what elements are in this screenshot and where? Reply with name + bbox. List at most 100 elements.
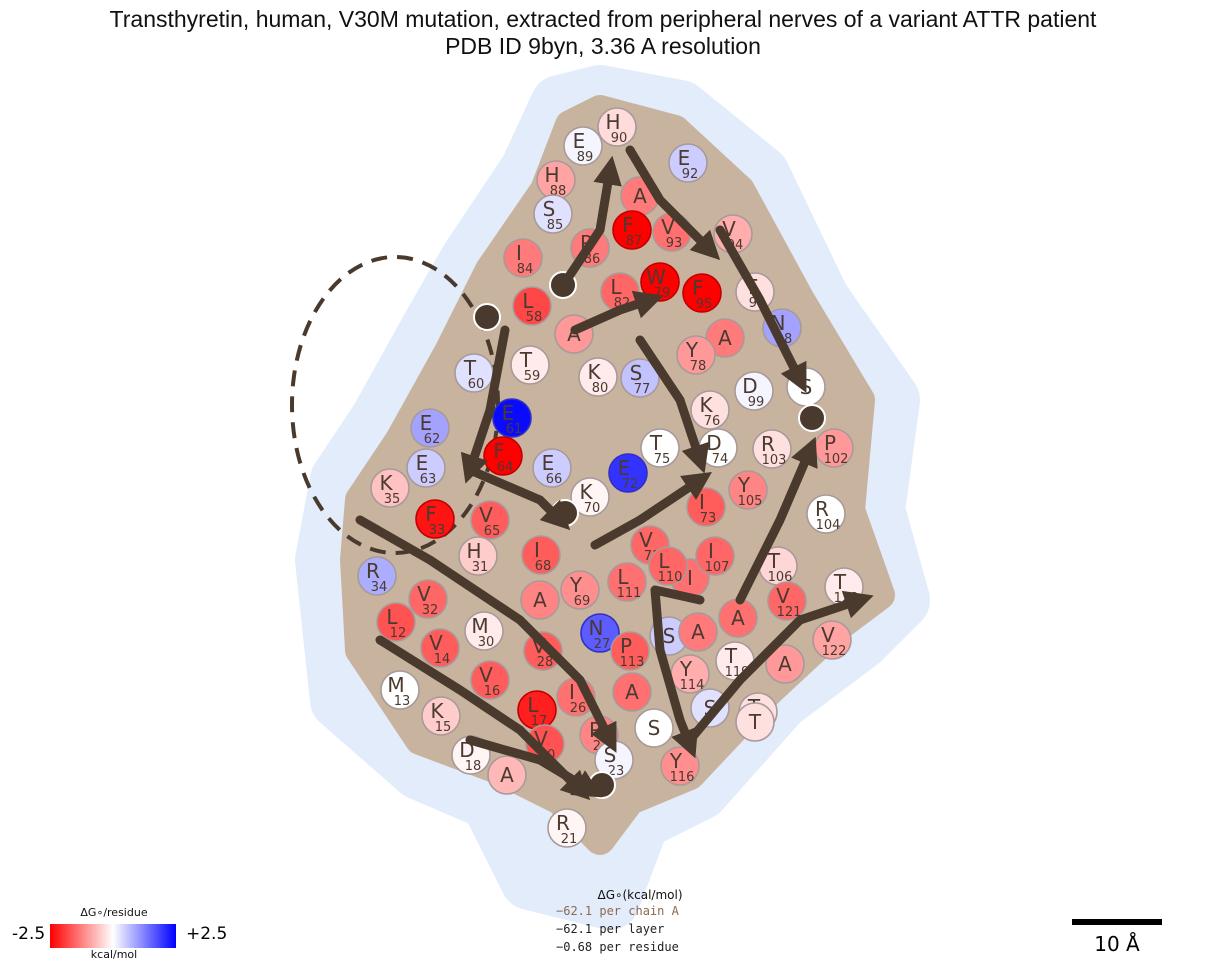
residue-number: 16: [484, 684, 501, 699]
residue-letter: W: [646, 265, 666, 289]
figure-title: Transthyretin, human, V30M mutation, ext…: [109, 6, 1097, 32]
residue-number: 99: [748, 395, 765, 410]
residue-number: 59: [524, 369, 541, 384]
residue-circle: [578, 357, 618, 397]
residue-K80: K80: [578, 357, 618, 397]
residue-circle: [421, 696, 461, 736]
residue-circle: [406, 448, 446, 488]
residue-number: 90: [611, 131, 628, 146]
residue-number: 74: [712, 452, 729, 467]
summary-per-layer: −62.1 per layer: [556, 922, 665, 936]
residue-A-79: A: [612, 672, 652, 712]
residue-A-59: A: [520, 580, 560, 620]
residue-number: 105: [738, 494, 763, 509]
residue-circle: [464, 611, 504, 651]
residue-number: 79: [654, 286, 671, 301]
residue-circle: [521, 535, 561, 575]
residue-number: 31: [472, 560, 489, 575]
residue-number: 85: [547, 218, 564, 233]
residue-I84: I84: [503, 238, 543, 278]
residue-number: 76: [704, 414, 721, 429]
summary-per-residue: −0.68 per residue: [556, 940, 679, 954]
residue-circle: [608, 453, 648, 493]
residue-letter: T: [463, 356, 477, 380]
backbone-segment: [625, 145, 721, 261]
residue-E63: E63: [406, 448, 446, 488]
residue-letter: G: [594, 773, 610, 797]
residue-L58: L58: [512, 286, 552, 326]
residue-letter: E: [416, 451, 429, 475]
residue-Y69: Y69: [560, 570, 600, 610]
backbone-trace: [355, 145, 874, 801]
energy-summary: ΔG∘(kcal/mol) −62.1 per chain A −62.1 pe…: [540, 888, 740, 956]
residue-number: 103: [762, 453, 787, 468]
residue-T59: T59: [510, 345, 550, 385]
backbone-segment: [465, 465, 571, 531]
residue-circle: [580, 613, 620, 653]
residue-circle: [415, 499, 455, 539]
residue-circle: [523, 631, 563, 671]
residue-circle: [610, 631, 650, 671]
residue-circle: [767, 581, 807, 621]
residue-F95: F95: [682, 273, 722, 313]
residue-number: 30: [478, 635, 495, 650]
residue-letter: A: [778, 652, 792, 676]
residue-number: 87: [626, 234, 643, 249]
residue-K76: K76: [690, 390, 730, 430]
residue-circle: [682, 273, 722, 313]
residue-circle: [376, 602, 416, 642]
residue-letter: D: [742, 374, 757, 398]
residue-circle: [812, 620, 852, 660]
summary-per-chain: −62.1 per chain A: [556, 904, 679, 918]
residue-letter: A: [633, 184, 647, 208]
residue-circle: [380, 670, 420, 710]
backbone-segment: [635, 335, 710, 474]
residue-number: 75: [654, 452, 671, 467]
residue-number: 12: [390, 626, 407, 641]
residue-letter: I: [569, 680, 575, 704]
residue-number: 80: [592, 381, 609, 396]
residue-number: 69: [574, 594, 591, 609]
residue-S-80: S: [634, 708, 674, 748]
residue-circle: [734, 371, 774, 411]
residue-number: 21: [561, 832, 578, 847]
residue-H88: H88: [536, 160, 576, 200]
residue-A-74: A: [765, 644, 805, 684]
residue-letter: V: [821, 623, 835, 647]
residue-circle: [408, 579, 448, 619]
residue-Y78: Y78: [676, 335, 716, 375]
residue-A-65: A: [678, 612, 718, 652]
residue-letter: F: [692, 276, 704, 300]
residue-number: 34: [371, 580, 388, 595]
residue-letter: I: [708, 539, 714, 563]
residue-letter: R: [761, 432, 775, 456]
backbone-segment: [735, 436, 818, 605]
residue-number: 18: [465, 759, 482, 774]
residue-number: 68: [535, 559, 552, 574]
residue-letter: S: [663, 624, 676, 648]
residue-number: 84: [517, 262, 534, 277]
residue-circle: [520, 580, 560, 620]
residue-letter: Y: [569, 573, 583, 597]
residue-letter: E: [420, 411, 433, 435]
residue-D74: D74: [698, 428, 738, 468]
residue-number: 104: [816, 518, 841, 533]
residue-letter: V: [479, 503, 493, 527]
residue-number: 35: [384, 492, 401, 507]
residue-letter: L: [386, 605, 398, 629]
residue-letter: G: [804, 406, 820, 430]
residue-number: 32: [422, 603, 439, 618]
legend-min-label: -2.5: [12, 924, 46, 944]
residue-F33: F33: [415, 499, 455, 539]
residue-F87: F87: [612, 210, 652, 250]
residue-circle: [676, 335, 716, 375]
residue-letter: S: [648, 716, 661, 740]
legend-unit: kcal/mol: [90, 948, 138, 961]
residue-number: 72: [622, 477, 639, 492]
residue-number: 62: [424, 432, 441, 447]
